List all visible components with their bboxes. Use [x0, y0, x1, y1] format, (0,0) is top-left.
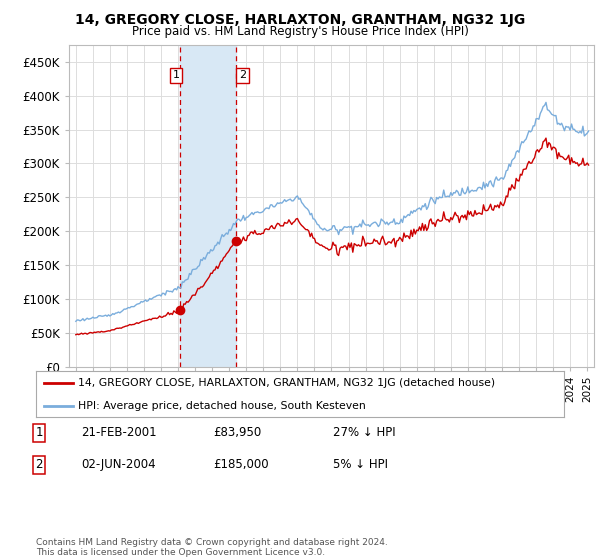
Text: HPI: Average price, detached house, South Kesteven: HPI: Average price, detached house, Sout…: [78, 401, 366, 410]
Text: £83,950: £83,950: [213, 426, 261, 440]
Text: 5% ↓ HPI: 5% ↓ HPI: [333, 458, 388, 472]
Text: 1: 1: [35, 426, 43, 440]
Text: Price paid vs. HM Land Registry's House Price Index (HPI): Price paid vs. HM Land Registry's House …: [131, 25, 469, 38]
Text: 27% ↓ HPI: 27% ↓ HPI: [333, 426, 395, 440]
Text: 21-FEB-2001: 21-FEB-2001: [81, 426, 157, 440]
Text: 2: 2: [239, 71, 246, 80]
Bar: [180, 45, 236, 367]
Text: 14, GREGORY CLOSE, HARLAXTON, GRANTHAM, NG32 1JG (detached house): 14, GREGORY CLOSE, HARLAXTON, GRANTHAM, …: [78, 378, 496, 388]
Text: 14, GREGORY CLOSE, HARLAXTON, GRANTHAM, NG32 1JG: 14, GREGORY CLOSE, HARLAXTON, GRANTHAM, …: [75, 13, 525, 27]
Text: 2: 2: [35, 458, 43, 472]
Text: £185,000: £185,000: [213, 458, 269, 472]
Text: 02-JUN-2004: 02-JUN-2004: [81, 458, 155, 472]
Text: Contains HM Land Registry data © Crown copyright and database right 2024.
This d: Contains HM Land Registry data © Crown c…: [36, 538, 388, 557]
Text: 1: 1: [172, 71, 179, 80]
